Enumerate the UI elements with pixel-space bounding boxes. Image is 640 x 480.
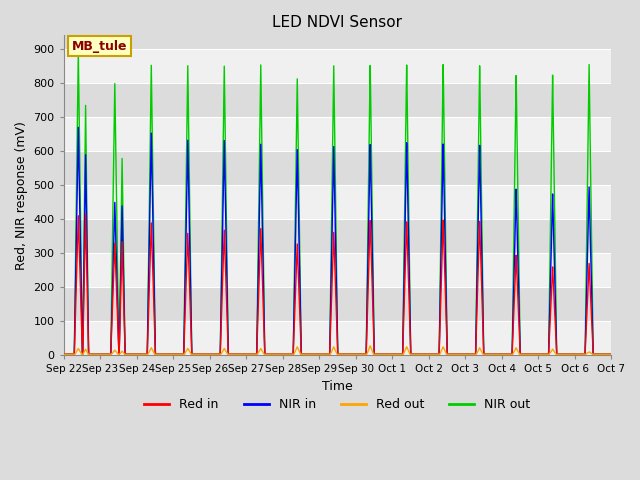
Bar: [64, 117, 611, 151]
Bar: [64, 49, 611, 83]
Bar: [64, 185, 611, 219]
Bar: [64, 321, 611, 355]
Bar: [64, 151, 611, 185]
Legend: Red in, NIR in, Red out, NIR out: Red in, NIR in, Red out, NIR out: [140, 393, 535, 416]
Title: LED NDVI Sensor: LED NDVI Sensor: [273, 15, 403, 30]
Bar: [64, 253, 611, 287]
Bar: [64, 83, 611, 117]
Bar: [64, 287, 611, 321]
X-axis label: Time: Time: [322, 380, 353, 393]
Y-axis label: Red, NIR response (mV): Red, NIR response (mV): [15, 121, 28, 270]
Text: MB_tule: MB_tule: [72, 40, 127, 53]
Bar: [64, 219, 611, 253]
